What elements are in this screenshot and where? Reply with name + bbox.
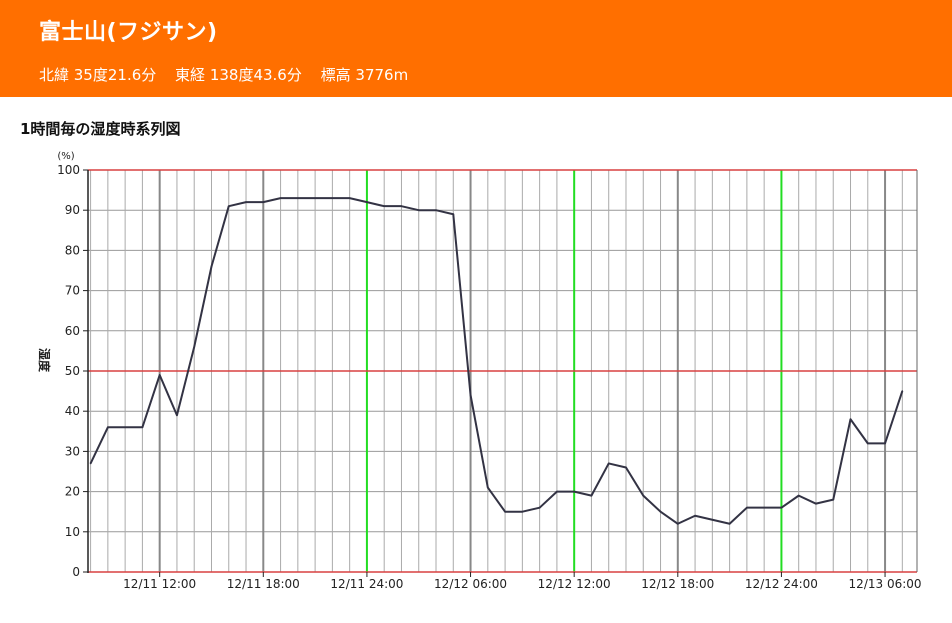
axis-layer: 0 10 20 30 40 50 60 70 80 90 100 12/11 12:00 12/11 1… — [57, 163, 921, 591]
humidity-data-point — [711, 518, 714, 521]
humidity-data-point — [297, 197, 299, 199]
humidity-data-point — [107, 426, 109, 429]
humidity-data-point — [245, 201, 247, 203]
station-name: 富士山(フジサン) — [39, 20, 218, 45]
humidity-data-point — [797, 494, 800, 497]
humidity-data-point — [227, 205, 230, 207]
humidity-data-point — [435, 209, 437, 211]
humidity-data-point — [279, 197, 282, 199]
humidity-data-point — [262, 201, 265, 203]
humidity-data-point — [417, 209, 420, 211]
humidity-data-point — [573, 490, 575, 493]
x-tick-label: 12/12 24:00 — [745, 577, 818, 591]
humidity-data-point — [521, 510, 524, 513]
humidity-chart: 0 10 20 30 40 50 60 70 80 90 100 12/11 12:00 12/11 1… — [37, 151, 922, 591]
humidity-data-point — [348, 197, 351, 199]
y-axis-title: 湿度 — [37, 348, 52, 373]
y-tick-label: 60 — [65, 324, 80, 338]
x-tick-label: 12/12 12:00 — [538, 577, 611, 591]
y-tick-label: 50 — [65, 364, 80, 378]
x-tick-label: 12/13 06:00 — [849, 577, 922, 591]
humidity-data-point — [176, 414, 178, 417]
y-tick-label: 90 — [65, 203, 80, 217]
humidity-data-point — [366, 201, 368, 203]
humidity-data-point — [124, 426, 126, 429]
series-layer — [89, 197, 904, 525]
y-tick-label: 70 — [65, 284, 80, 298]
humidity-data-point — [556, 490, 558, 493]
humidity-data-point — [659, 510, 662, 513]
humidity-data-point — [590, 494, 593, 497]
humidity-series-line — [89, 197, 904, 525]
elevation-text: 標高 3776m — [320, 66, 409, 84]
humidity-data-point — [452, 213, 455, 216]
humidity-data-point — [314, 197, 316, 199]
humidity-data-point — [158, 374, 161, 376]
humidity-data-point — [331, 197, 334, 199]
humidity-data-point — [746, 506, 748, 509]
humidity-data-point — [383, 205, 385, 207]
y-tick-label: 20 — [65, 485, 80, 499]
humidity-data-point — [625, 466, 627, 469]
y-unit-label: (%) — [57, 151, 74, 162]
humidity-data-point — [642, 494, 645, 497]
station-header: 富士山(フジサン) 北緯 35度21.6分 東経 138度43.6分 標高 37… — [0, 0, 952, 97]
humidity-data-point — [400, 205, 403, 207]
humidity-data-point — [607, 462, 610, 465]
humidity-data-point — [487, 486, 489, 489]
humidity-data-point — [780, 506, 783, 509]
y-tick-label: 30 — [65, 444, 80, 458]
humidity-data-point — [538, 506, 541, 509]
station-info: 北緯 35度21.6分 東経 138度43.6分 標高 3776m — [39, 64, 422, 85]
x-tick-label: 12/12 06:00 — [434, 577, 507, 591]
y-tick-label: 80 — [65, 243, 80, 257]
humidity-data-point — [884, 442, 886, 445]
y-tick-label: 0 — [72, 565, 80, 579]
latitude-text: 北緯 35度21.6分 — [39, 66, 157, 84]
humidity-data-point — [676, 522, 679, 525]
humidity-data-point — [849, 418, 852, 421]
x-tick-label: 12/11 12:00 — [123, 577, 196, 591]
humidity-data-point — [866, 442, 869, 445]
y-tick-label: 100 — [57, 163, 80, 177]
x-tick-label: 12/11 24:00 — [330, 577, 403, 591]
x-tick-label: 12/11 18:00 — [227, 577, 300, 591]
y-tick-label: 10 — [65, 525, 80, 539]
y-tick-label: 40 — [65, 404, 80, 418]
humidity-data-point — [694, 514, 696, 517]
humidity-data-point — [193, 346, 196, 348]
x-tick-label: 12/12 18:00 — [641, 577, 714, 591]
humidity-data-point — [89, 462, 92, 465]
humidity-data-point — [763, 506, 765, 509]
humidity-data-point — [469, 394, 472, 396]
humidity-data-point — [901, 390, 904, 392]
humidity-data-point — [815, 502, 817, 505]
humidity-data-point — [504, 510, 506, 513]
humidity-data-point — [210, 265, 213, 268]
humidity-data-point — [832, 498, 835, 501]
chart-section-title: 1時間毎の湿度時系列図 — [20, 120, 181, 138]
humidity-data-point — [141, 426, 144, 429]
reference-layer — [88, 169, 917, 573]
longitude-text: 東経 138度43.6分 — [175, 66, 302, 84]
humidity-data-point — [728, 522, 731, 525]
